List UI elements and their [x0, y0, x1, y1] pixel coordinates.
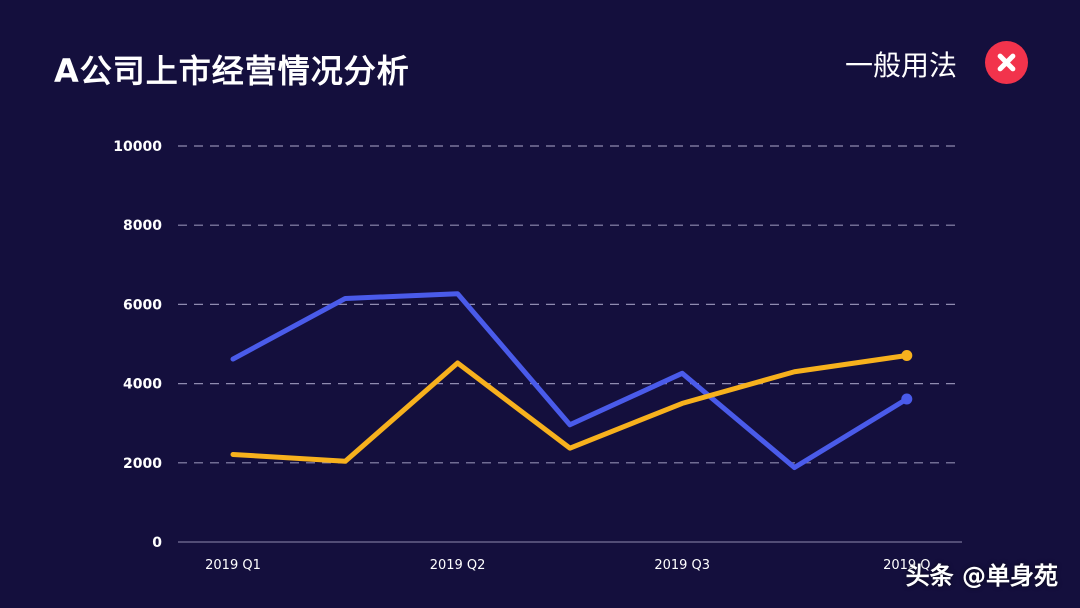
series-end-marker-1 — [901, 393, 913, 405]
series-end-marker-2 — [901, 349, 913, 361]
series-line-2 — [230, 352, 910, 464]
usage-label: 一般用法 — [845, 49, 958, 82]
page-title: A公司上市经营情况分析 — [54, 52, 410, 90]
x-tick-label: 2019 Q — [883, 558, 930, 573]
series-line-1 — [230, 291, 910, 471]
y-tick-label: 8000 — [123, 218, 162, 234]
y-tick-label: 0 — [152, 535, 162, 551]
y-tick-label: 4000 — [123, 377, 162, 393]
x-tick-label: 2019 Q1 — [205, 558, 261, 573]
y-tick-label: 10000 — [113, 139, 162, 155]
watermark: 头条 @单身苑 — [905, 562, 1058, 590]
close-circle-icon — [985, 41, 1028, 84]
y-tick-label: 6000 — [123, 297, 162, 313]
x-tick-label: 2019 Q2 — [430, 558, 486, 573]
x-tick-label: 2019 Q3 — [654, 558, 710, 573]
y-tick-label: 2000 — [123, 456, 162, 472]
